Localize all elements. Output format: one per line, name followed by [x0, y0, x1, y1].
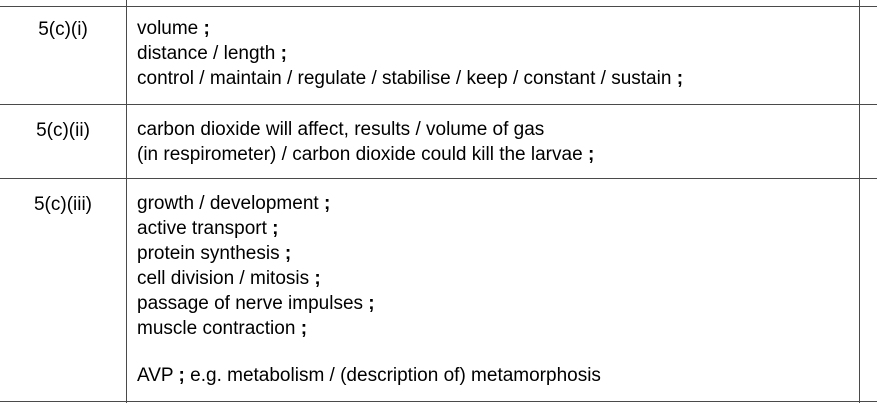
answer-line: protein synthesis ;: [137, 243, 292, 264]
mark-separator: ;: [300, 318, 308, 339]
answer-cell: carbon dioxide will affect, results / vo…: [137, 117, 852, 167]
additional-valid-point: AVP ; e.g. metabolism / (description of)…: [137, 365, 601, 386]
answer-line: (in respirometer) / carbon dioxide could…: [137, 144, 595, 165]
table-border-bottom: [0, 401, 877, 402]
table-border-right: [859, 0, 860, 403]
question-number: 5(c)(ii): [36, 120, 90, 141]
mark-separator: ;: [272, 218, 279, 239]
answer-line: cell division / mitosis ;: [137, 268, 321, 289]
row-divider: [0, 178, 877, 179]
answer-line: carbon dioxide will affect, results / vo…: [137, 119, 545, 140]
answer-line: active transport ;: [137, 218, 279, 239]
spacer: [137, 341, 852, 363]
mark-separator: ;: [323, 193, 331, 214]
mark-separator: ;: [203, 18, 210, 39]
mark-separator: ;: [676, 68, 684, 89]
mark-separator: ;: [314, 268, 321, 289]
mark-separator: ;: [587, 144, 595, 165]
mark-separator: ;: [280, 43, 287, 64]
answer-cell: volume ; distance / length ; control / m…: [137, 16, 852, 91]
answer-line: control / maintain / regulate / stabilis…: [137, 68, 684, 89]
column-divider: [126, 0, 127, 403]
answer-line: volume ;: [137, 18, 210, 39]
answer-line: passage of nerve impulses ;: [137, 293, 375, 314]
answer-line: growth / development ;: [137, 193, 331, 214]
mark-separator: ;: [284, 243, 292, 264]
answer-line: muscle contraction ;: [137, 318, 308, 339]
question-number: 5(c)(iii): [33, 194, 93, 215]
answer-cell: growth / development ; active transport …: [137, 191, 852, 388]
mark-separator: ;: [368, 293, 375, 314]
answer-line: distance / length ;: [137, 43, 287, 64]
question-number: 5(c)(i): [38, 19, 88, 40]
mark-separator: ;: [178, 365, 185, 386]
table-border-top: [0, 6, 877, 7]
row-divider: [0, 104, 877, 105]
